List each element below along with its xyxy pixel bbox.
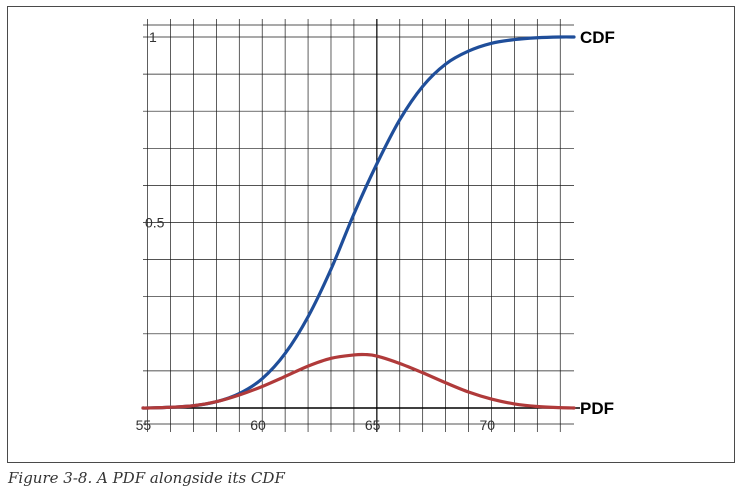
x-tick-label: 60 (250, 417, 266, 433)
x-tick-label: 70 (479, 417, 495, 433)
y-tick-label: 0.5 (145, 215, 165, 231)
series-label-cdf: CDF (580, 28, 615, 47)
grid (143, 19, 574, 432)
series-line-pdf (141, 352, 576, 410)
series-label-pdf: PDF (580, 399, 614, 418)
y-tick-label: 1 (149, 29, 157, 45)
axes (143, 19, 580, 432)
figure-caption: Figure 3-8. A PDF alongside its CDF (8, 469, 285, 487)
x-tick-label: 55 (136, 417, 152, 433)
series-lines (141, 35, 576, 410)
figure-frame: 55 60 65 70 0.5 1 CDF PDF (7, 6, 735, 463)
labels: 55 60 65 70 0.5 1 CDF PDF (136, 28, 615, 433)
x-tick-label: 65 (365, 417, 381, 433)
chart: 55 60 65 70 0.5 1 CDF PDF (136, 19, 615, 433)
